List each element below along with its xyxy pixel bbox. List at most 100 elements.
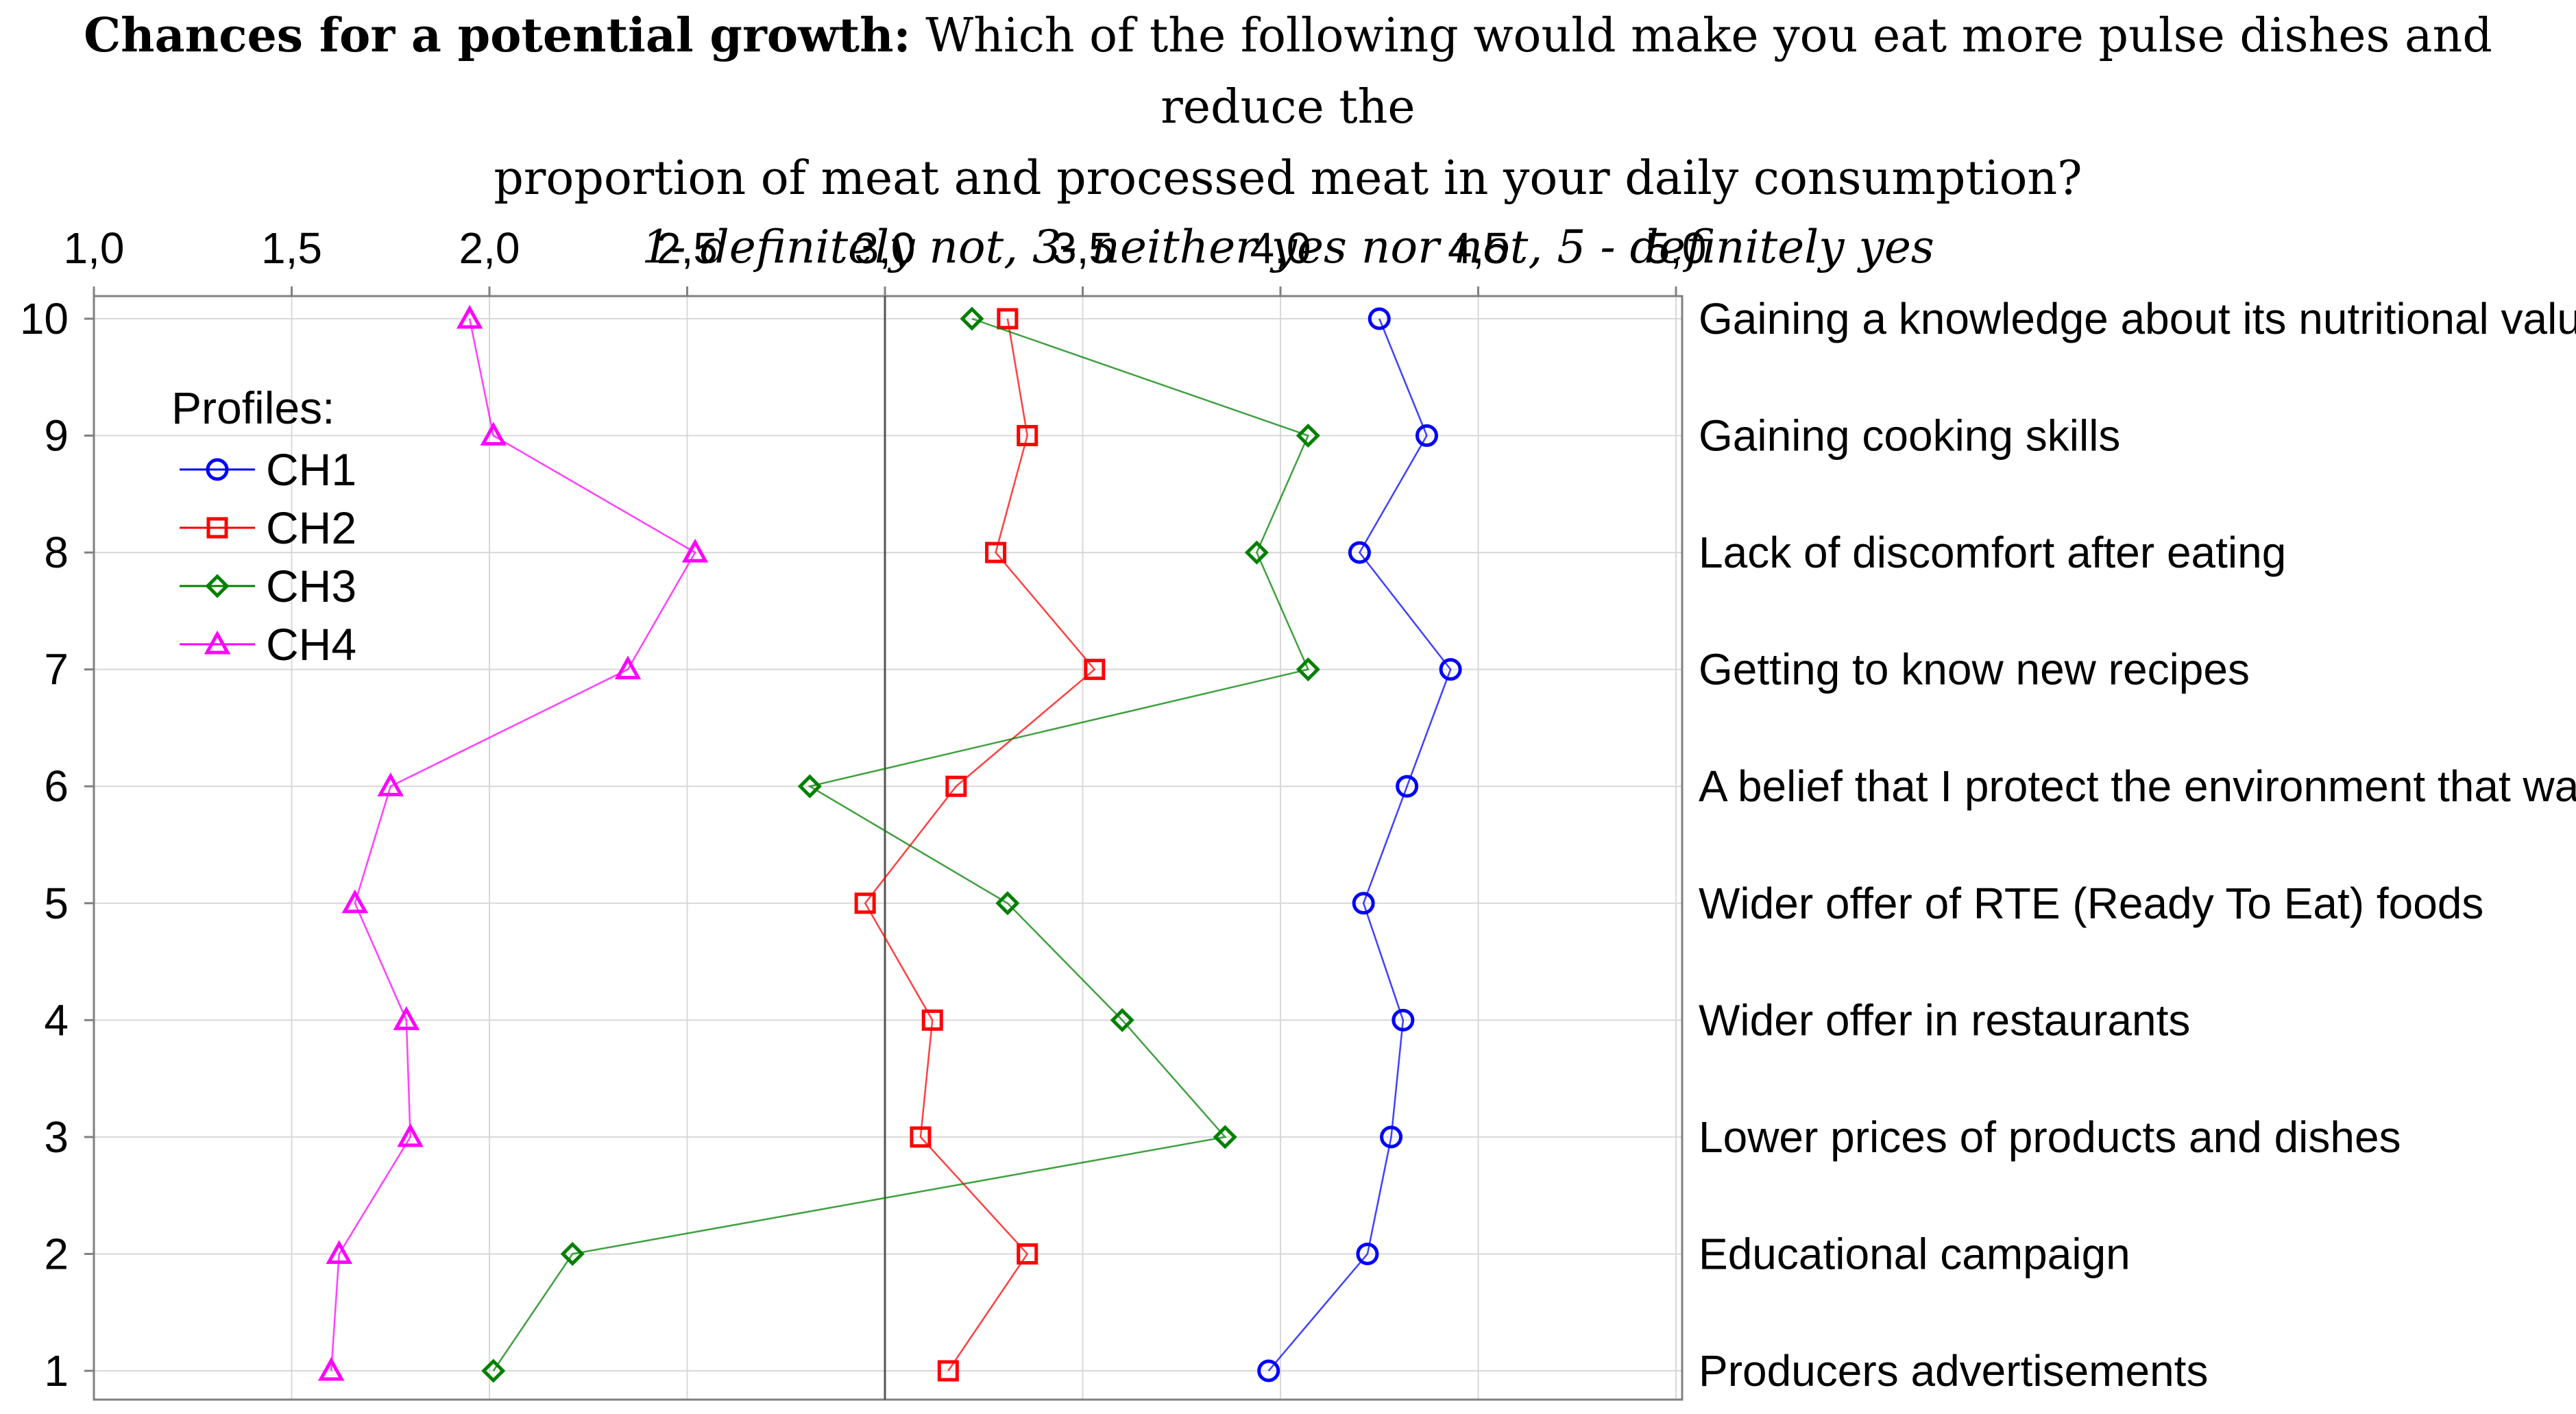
category-label-8: Gaining cooking skills <box>1699 411 2120 461</box>
legend-marker-ch3 <box>205 574 230 598</box>
point-ch3-6 <box>797 774 822 799</box>
legend-label-ch2: CH2 <box>266 502 356 553</box>
point-ch2-10 <box>997 308 1019 330</box>
point-ch4-7 <box>614 655 642 680</box>
point-ch2-6 <box>945 775 967 797</box>
category-labels: Producers advertisements Educational camp… <box>1699 294 2576 1395</box>
x-tick-label-1: 1,5 <box>261 223 322 273</box>
legend-label-ch3: CH3 <box>266 561 356 611</box>
category-label-2: Lower prices of products and dishes <box>1699 1112 2401 1162</box>
grid-layer <box>93 296 1682 1400</box>
category-label-5: A belief that I protect the environment … <box>1699 761 2576 811</box>
point-ch1-4 <box>1392 1008 1415 1032</box>
x-tick-label-5: 3,5 <box>1052 223 1113 273</box>
y-tick-label-1: 2 <box>44 1229 69 1278</box>
point-ch3-10 <box>960 306 984 331</box>
legend-label-ch1: CH1 <box>266 444 356 495</box>
plot-frame <box>93 295 1684 1401</box>
x-tick-label-3: 2,5 <box>657 223 718 273</box>
category-label-7: Lack of discomfort after eating <box>1699 528 2286 577</box>
series-line-ch4 <box>330 318 696 1372</box>
point-ch1-8 <box>1348 541 1371 564</box>
point-ch3-9 <box>1296 424 1320 448</box>
chart-title-line-1: Chances for a potential growth: Which of… <box>0 0 2576 143</box>
y-tick-label-5: 6 <box>44 761 69 811</box>
category-label-6: Getting to know new recipes <box>1699 645 2250 694</box>
point-ch2-7 <box>1084 659 1106 681</box>
point-ch4-5 <box>341 889 369 914</box>
legend-title: Profiles: <box>171 382 335 433</box>
point-ch1-2 <box>1356 1242 1379 1265</box>
x-tick-label-8: 5,0 <box>1646 223 1707 273</box>
point-ch4-10 <box>456 304 483 329</box>
legend-marker-ch4 <box>204 630 231 655</box>
x-tick-label-7: 4,5 <box>1448 223 1509 273</box>
y-tick-label-2: 3 <box>44 1112 69 1162</box>
point-ch1-3 <box>1380 1125 1403 1149</box>
point-ch3-8 <box>1244 540 1269 565</box>
point-ch1-10 <box>1368 307 1391 330</box>
chart-title-block: Chances for a potential growth: Which of… <box>0 0 2576 280</box>
point-ch3-3 <box>1213 1125 1237 1149</box>
series-ch3 <box>481 306 1320 1383</box>
y-tick-label-7: 8 <box>44 528 69 577</box>
y-axis-ticks: 1 2 3 4 5 6 7 8 9 10 <box>20 294 94 1395</box>
point-ch1-5 <box>1352 892 1375 915</box>
y-tick-label-6: 7 <box>44 645 69 694</box>
y-tick-label-9: 10 <box>20 294 69 343</box>
series-ch1 <box>1257 307 1462 1382</box>
series-line-ch1 <box>1267 318 1452 1372</box>
chart-title-line-2: proportion of meat and processed meat in… <box>494 151 2082 206</box>
point-ch3-4 <box>1110 1008 1134 1032</box>
point-ch2-8 <box>985 541 1007 563</box>
point-ch4-1 <box>317 1356 345 1381</box>
series-ch2 <box>854 308 1106 1382</box>
point-ch2-4 <box>921 1009 943 1031</box>
x-tick-label-2: 2,0 <box>459 223 520 273</box>
chart-title-rest: Which of the following would make you ea… <box>910 9 2492 134</box>
y-tick-label-8: 9 <box>44 411 69 461</box>
point-ch3-2 <box>560 1241 585 1266</box>
point-ch3-5 <box>995 891 1020 916</box>
chart-title-bold: Chances for a potential growth: <box>84 8 911 63</box>
point-ch2-5 <box>854 892 876 914</box>
point-ch1-9 <box>1415 424 1438 448</box>
series-ch4 <box>317 304 709 1381</box>
x-axis-ticks: 1,0 1,5 2,0 2,5 3,0 3,5 4,0 4,5 5,0 <box>64 223 1707 296</box>
y-tick-label-4: 5 <box>44 879 69 928</box>
legend-marker-ch1 <box>206 458 229 481</box>
series-line-ch3 <box>492 317 1310 1372</box>
point-ch3-7 <box>1296 657 1320 682</box>
point-ch1-1 <box>1257 1359 1280 1382</box>
category-label-1: Educational campaign <box>1699 1229 2130 1278</box>
point-ch4-6 <box>377 772 404 796</box>
category-label-3: Wider offer in restaurants <box>1699 995 2190 1045</box>
series-layer <box>317 304 1462 1383</box>
y-tick-label-3: 4 <box>44 995 69 1045</box>
category-label-9: Gaining a knowledge about its nutritiona… <box>1699 294 2576 343</box>
legend-marker-ch2 <box>206 517 228 539</box>
point-ch2-9 <box>1017 425 1038 447</box>
point-ch3-1 <box>481 1358 506 1383</box>
category-label-0: Producers advertisements <box>1699 1346 2208 1395</box>
point-ch4-3 <box>397 1123 424 1147</box>
point-ch4-8 <box>681 538 709 563</box>
point-ch2-1 <box>937 1360 959 1382</box>
legend-label-ch4: CH4 <box>266 619 356 670</box>
point-ch4-2 <box>326 1240 352 1264</box>
x-tick-label-6: 4,0 <box>1250 223 1311 273</box>
point-ch1-6 <box>1396 775 1419 798</box>
category-label-4: Wider offer of RTE (Ready To Eat) foods <box>1699 879 2483 928</box>
point-ch1-7 <box>1439 658 1462 681</box>
point-ch4-9 <box>480 422 507 446</box>
chart-subtitle: 1- definitely not, 3- neither yes nor no… <box>642 221 1934 273</box>
x-tick-label-4: 3,0 <box>855 223 916 273</box>
point-ch4-4 <box>393 1006 420 1030</box>
y-tick-label-0: 1 <box>44 1346 69 1395</box>
x-tick-label-0: 1,0 <box>64 223 125 273</box>
series-line-ch2 <box>864 318 1096 1372</box>
point-ch2-3 <box>910 1126 932 1148</box>
legend: Profiles: CH1 CH2 CH3 CH4 <box>171 382 356 670</box>
point-ch2-2 <box>1017 1243 1038 1265</box>
